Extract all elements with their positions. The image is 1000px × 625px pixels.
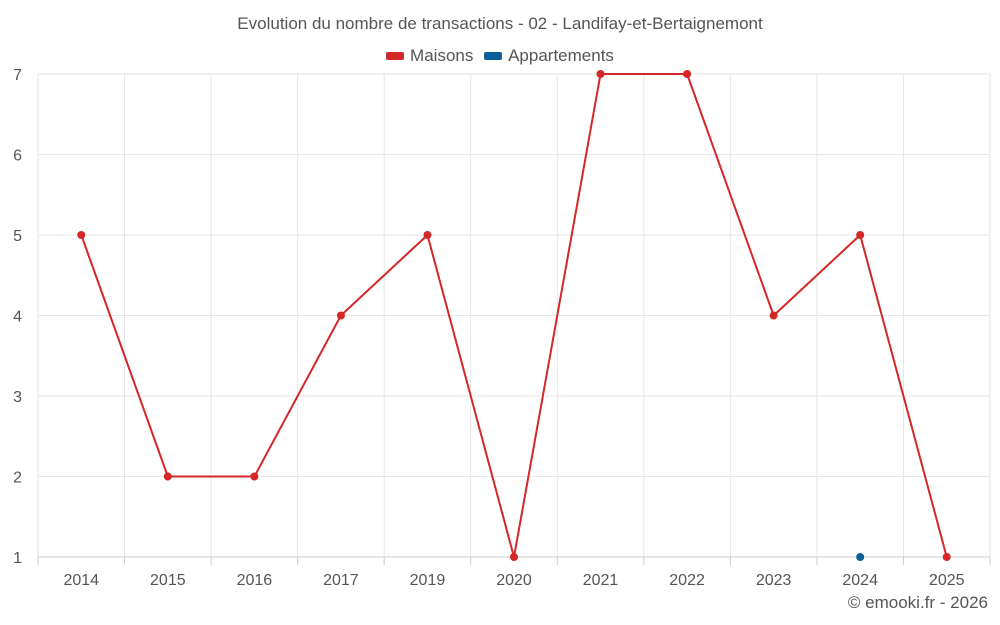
legend-item-appartements[interactable]: Appartements [484,46,614,66]
x-tick-label: 2017 [323,572,359,589]
series-maisons [77,70,951,561]
legend: Maisons Appartements [0,45,1000,66]
legend-label-maisons: Maisons [410,46,474,65]
x-tick-label: 2019 [410,572,446,589]
y-tick-label: 2 [13,470,22,487]
credit-text: © emooki.fr - 2026 [847,593,988,612]
data-point-maisons[interactable] [336,311,345,320]
x-tick-label: 2023 [756,572,792,589]
legend-label-appartements: Appartements [508,46,614,65]
axes: 1 2 3 4 5 6 7 2014 2015 2016 2017 2019 2020 2021 2022 2… [13,67,991,589]
y-tick-label: 3 [13,389,22,406]
data-point-maisons[interactable] [856,231,865,239]
x-tick-label: 2015 [150,572,186,589]
series-appartements [856,553,865,561]
data-point-appartements[interactable] [856,553,865,561]
series [77,70,951,561]
y-tick-label: 5 [13,228,22,245]
x-tick-label: 2020 [496,572,532,589]
legend-item-maisons[interactable]: Maisons [386,46,473,66]
grid [37,73,991,558]
x-tick-label: 2025 [929,572,965,589]
data-point-maisons[interactable] [77,231,86,239]
y-tick-label: 6 [13,148,22,165]
x-tick-label: 2016 [237,572,273,589]
chart-title: Evolution du nombre de transactions - 02… [237,14,763,33]
data-point-maisons[interactable] [769,311,778,320]
data-point-maisons[interactable] [683,70,692,78]
data-point-maisons[interactable] [423,231,432,239]
data-point-maisons[interactable] [250,472,259,481]
legend-swatch-appartements [484,52,503,60]
data-point-maisons[interactable] [942,553,951,561]
data-point-maisons[interactable] [596,70,605,78]
x-tick-label: 2021 [583,572,619,589]
legend-swatch-maisons [386,52,405,60]
x-tick-label: 2014 [63,572,99,589]
data-point-maisons[interactable] [163,472,172,481]
y-tick-label: 7 [13,67,22,84]
y-tick-label: 4 [13,309,22,326]
y-tick-label: 1 [13,550,22,567]
x-tick-label: 2022 [669,572,705,589]
data-point-maisons[interactable] [510,553,518,561]
x-tick-label: 2024 [842,572,878,589]
